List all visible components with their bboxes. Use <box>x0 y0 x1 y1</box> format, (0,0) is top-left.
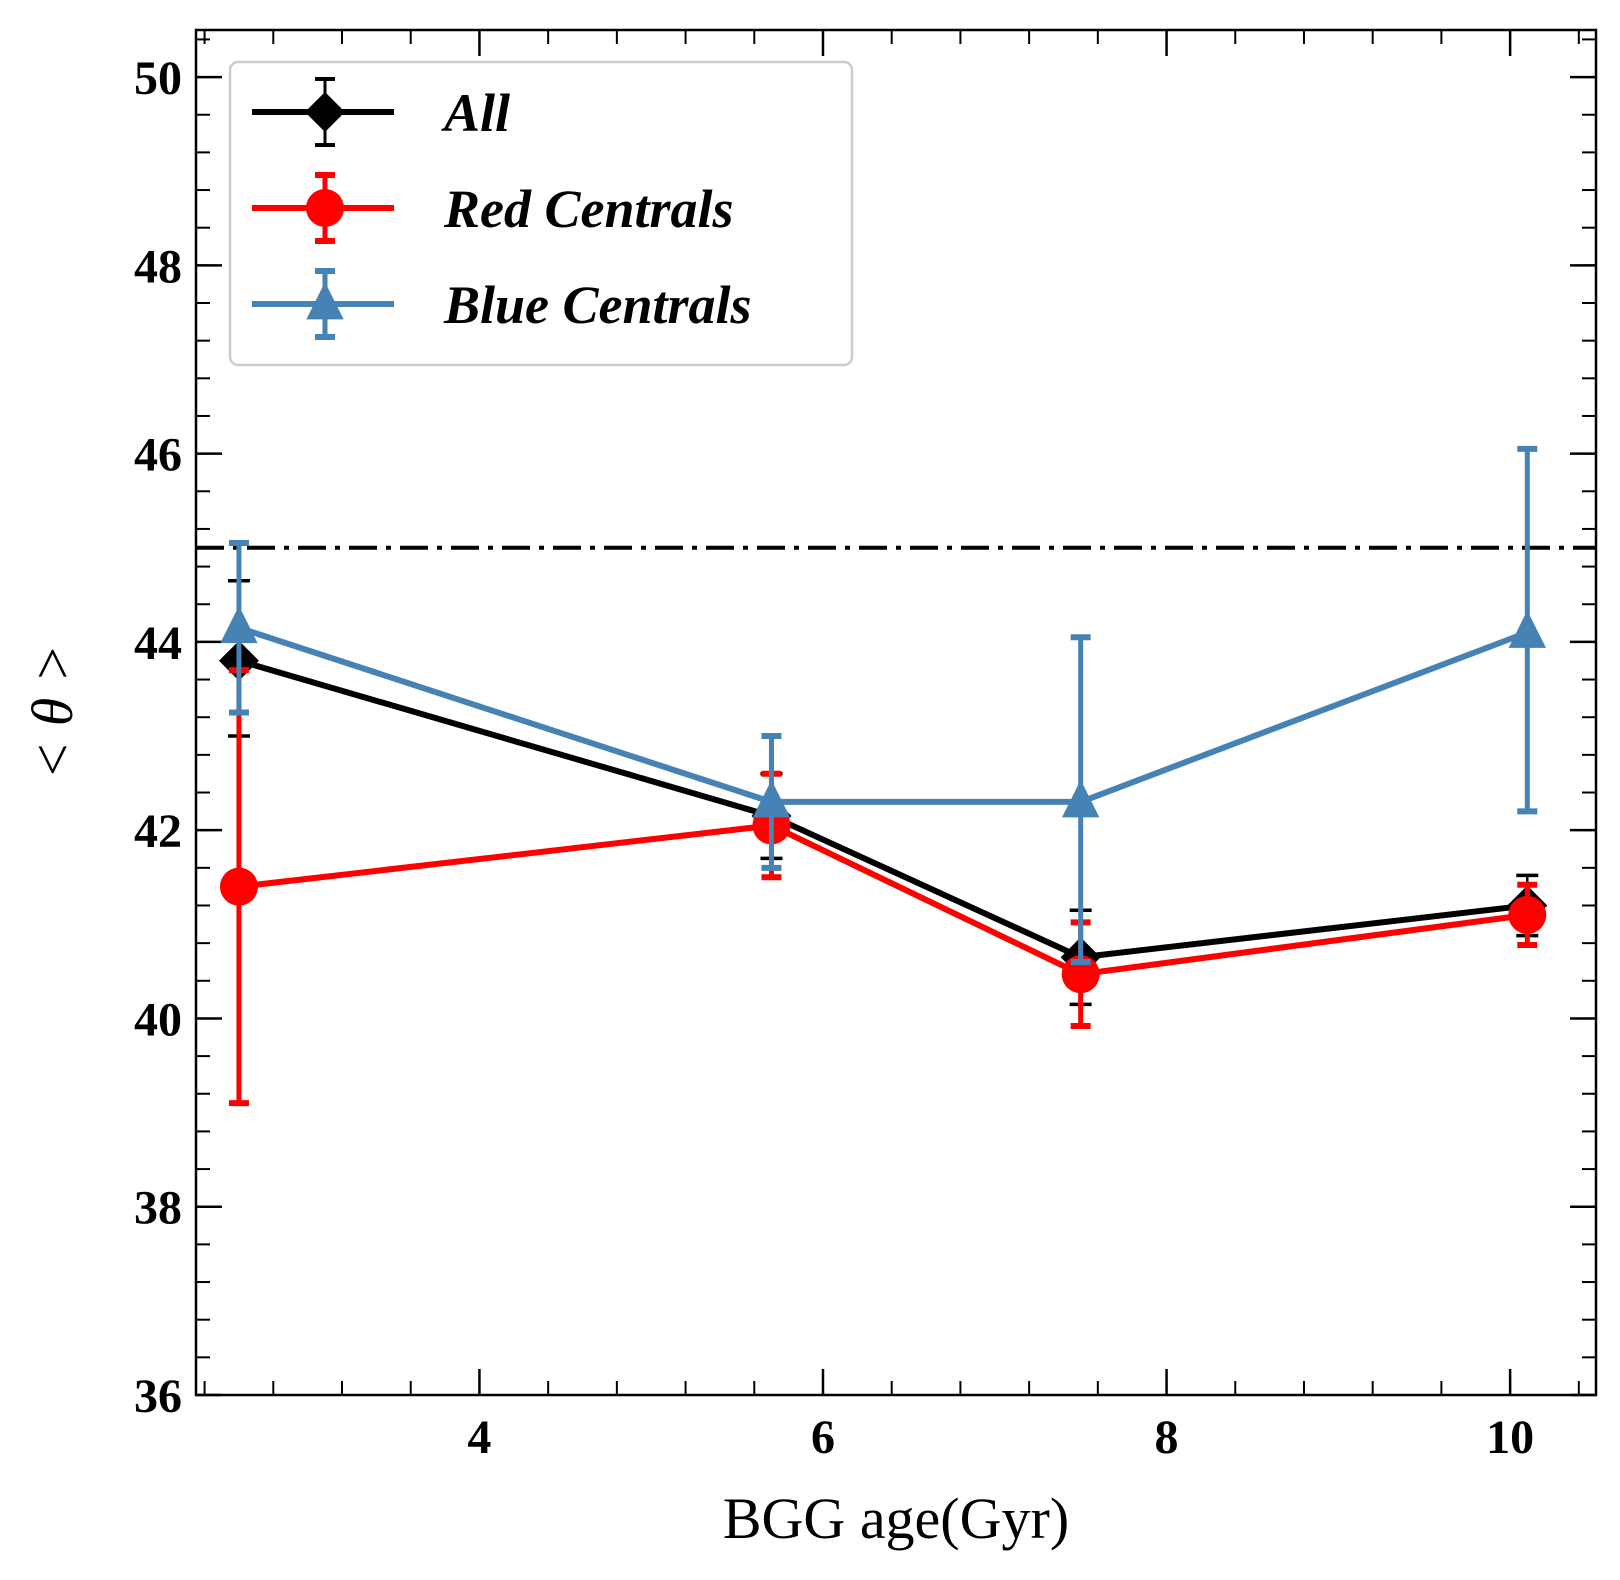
legend-marker-all <box>305 92 345 132</box>
y-axis-label: < θ > <box>20 644 85 780</box>
series-line-blue-centrals <box>238 624 1529 805</box>
y-tick-label: 46 <box>134 429 182 482</box>
series-blue-centrals <box>220 445 1546 965</box>
legend-label-all: All <box>441 83 510 143</box>
legend-box <box>228 60 854 367</box>
x-tick-label: 10 <box>1486 1411 1534 1464</box>
data-point-blue-centrals <box>1061 779 1100 818</box>
legend-item-all: All <box>252 77 510 147</box>
major-ticks <box>196 30 1596 1397</box>
data-point-blue-centrals <box>220 605 258 644</box>
y-tick-label: 44 <box>134 617 182 670</box>
y-tick-label: 50 <box>134 52 182 105</box>
legend-marker-blue-centrals <box>306 282 344 320</box>
y-tick-label: 38 <box>134 1182 182 1235</box>
series-layer <box>218 445 1548 1107</box>
x-tick-label: 6 <box>811 1411 835 1464</box>
legend-label-blue-centrals: Blue Centrals <box>443 275 752 335</box>
y-tick-label: 40 <box>134 993 182 1046</box>
legend-item-red-centrals: Red Centrals <box>252 172 734 244</box>
data-point-red-centrals <box>1508 895 1547 934</box>
x-tick-label: 8 <box>1155 1411 1179 1464</box>
data-point-red-centrals <box>219 867 258 906</box>
series-line-all <box>238 657 1528 961</box>
plot-frame <box>194 28 1598 1397</box>
y-tick-label: 36 <box>134 1370 182 1423</box>
data-point-blue-centrals <box>752 779 791 818</box>
data-point-blue-centrals <box>1508 610 1546 648</box>
x-tick-labels: 4 6 8 10 <box>467 1411 1534 1464</box>
y-tick-label: 42 <box>134 805 182 858</box>
legend-item-blue-centrals: Blue Centrals <box>252 268 752 340</box>
y-tick-labels: 36 38 40 42 44 46 48 50 <box>134 52 182 1423</box>
legend: All Red Centrals Blue Centrals <box>228 60 854 367</box>
x-tick-label: 4 <box>467 1411 491 1464</box>
x-axis-label: BGG age(Gyr) <box>723 1486 1069 1551</box>
y-tick-label: 48 <box>134 240 182 293</box>
legend-label-red-centrals: Red Centrals <box>443 179 734 239</box>
legend-marker-red-centrals <box>306 189 344 227</box>
series-line-red-centrals <box>238 822 1528 978</box>
